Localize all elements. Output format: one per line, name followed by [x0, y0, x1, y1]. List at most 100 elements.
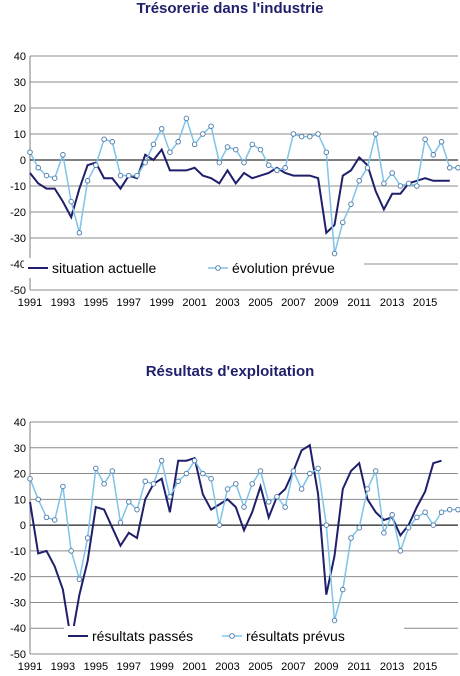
x-tick-label: 2015: [413, 661, 437, 673]
data-point: [340, 586, 346, 593]
data-point: [307, 470, 313, 477]
data-point: [257, 146, 264, 153]
data-point: [389, 170, 395, 176]
x-tick-label: 2001: [182, 661, 206, 673]
x-tick-label: 1995: [84, 661, 108, 673]
data-point: [109, 139, 116, 145]
data-point: [381, 180, 387, 187]
x-tick-label: 1997: [117, 661, 141, 673]
x-tick-label: 2009: [314, 297, 338, 309]
y-tick-label: -20: [10, 572, 26, 584]
data-point: [175, 478, 181, 485]
data-point: [282, 504, 288, 510]
data-point: [60, 483, 66, 490]
data-point: [298, 486, 305, 492]
legend-label-1: évolution prévue: [232, 260, 335, 276]
y-tick-label: -10: [10, 546, 26, 558]
data-point: [117, 519, 124, 526]
x-tick-label: 1991: [18, 661, 42, 673]
data-point: [142, 478, 148, 485]
y-tick-label: -30: [10, 233, 26, 245]
data-point: [430, 152, 437, 158]
data-point: [35, 165, 41, 171]
x-tick-label: 2003: [215, 661, 239, 673]
x-tick-label: 1991: [18, 297, 42, 309]
data-point: [422, 136, 428, 142]
data-point: [372, 468, 379, 474]
x-tick-label: 2011: [347, 661, 371, 673]
data-point: [348, 535, 354, 541]
data-point: [233, 146, 239, 153]
data-point: [224, 486, 231, 492]
x-tick-label: 1993: [51, 661, 75, 673]
data-point: [438, 139, 445, 145]
data-point: [134, 172, 140, 179]
data-point: [323, 149, 330, 155]
data-point: [265, 162, 272, 168]
data-point: [224, 144, 231, 150]
y-tick-label: -30: [10, 597, 26, 609]
data-point: [265, 499, 272, 505]
y-tick-label: 0: [20, 155, 26, 167]
series-line-0: [29, 147, 450, 235]
data-point: [191, 141, 198, 148]
x-tick-label: 2007: [281, 297, 305, 309]
x-tick-label: 2007: [281, 661, 305, 673]
data-point: [93, 465, 99, 472]
data-point: [142, 159, 148, 166]
data-point: [274, 167, 280, 174]
x-tick-label: 2005: [248, 661, 272, 673]
y-tick-label: -40: [10, 623, 26, 635]
data-point: [126, 172, 132, 179]
data-point: [35, 496, 41, 503]
legend-label-0: situation actuelle: [52, 260, 157, 276]
data-point: [249, 141, 255, 148]
data-point: [397, 548, 404, 554]
data-point: [315, 465, 321, 472]
data-point: [249, 481, 255, 487]
data-point: [364, 486, 371, 492]
legend-marker-1: [215, 265, 221, 271]
legend-label-1: résultats prévus: [246, 628, 345, 644]
y-tick-label: -10: [10, 181, 26, 193]
data-point: [191, 457, 198, 464]
legend-marker-1: [229, 633, 235, 639]
data-point: [84, 535, 91, 541]
data-point: [323, 522, 330, 528]
data-point: [60, 152, 66, 158]
data-point: [150, 481, 157, 487]
x-tick-label: 2005: [248, 297, 272, 309]
x-tick-label: 2013: [380, 661, 404, 673]
x-tick-label: 1995: [84, 297, 108, 309]
x-tick-label: 1997: [117, 297, 141, 309]
data-point: [282, 165, 288, 171]
x-tick-label: 2013: [380, 297, 404, 309]
chart-title-resultats: Résultats d'exploitation: [145, 363, 315, 380]
series-line-1: [29, 458, 458, 621]
data-point: [315, 131, 321, 137]
data-point: [455, 165, 460, 171]
data-point: [438, 509, 445, 515]
data-point: [381, 530, 387, 536]
data-point: [405, 524, 412, 531]
data-point: [307, 133, 313, 140]
data-point: [68, 548, 74, 554]
data-point: [109, 468, 116, 474]
data-point: [397, 183, 404, 189]
data-point: [241, 159, 247, 166]
chart-title-tresorerie: Trésorerie dans l'industrie: [136, 0, 324, 17]
data-point: [389, 512, 395, 518]
data-point: [414, 514, 420, 521]
data-point: [43, 514, 50, 521]
data-point: [117, 172, 124, 179]
data-point: [200, 470, 206, 477]
y-tick-label: 20: [14, 469, 26, 481]
data-point: [233, 481, 239, 487]
data-point: [405, 180, 412, 187]
data-point: [150, 141, 157, 148]
data-point: [175, 139, 181, 145]
data-point: [76, 576, 83, 582]
data-point: [51, 517, 58, 523]
data-point: [43, 172, 50, 179]
